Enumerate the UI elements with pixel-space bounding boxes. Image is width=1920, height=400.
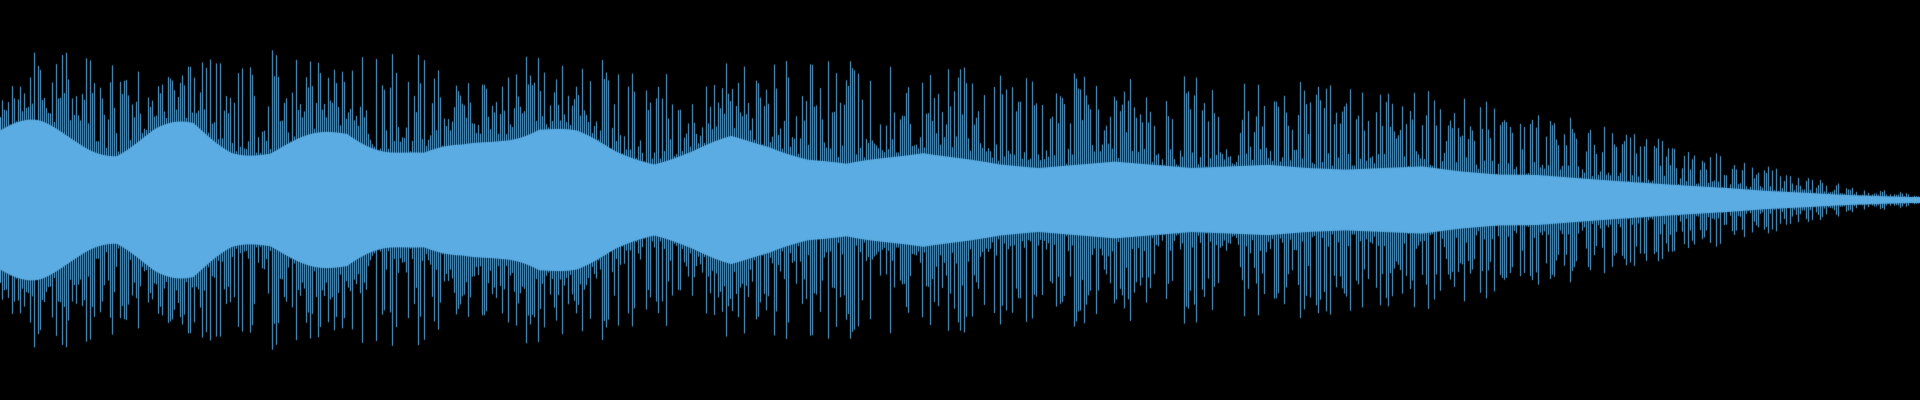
- waveform-app: Audio Waveform Viewer: [0, 0, 1920, 400]
- waveform-canvas[interactable]: [0, 0, 1920, 400]
